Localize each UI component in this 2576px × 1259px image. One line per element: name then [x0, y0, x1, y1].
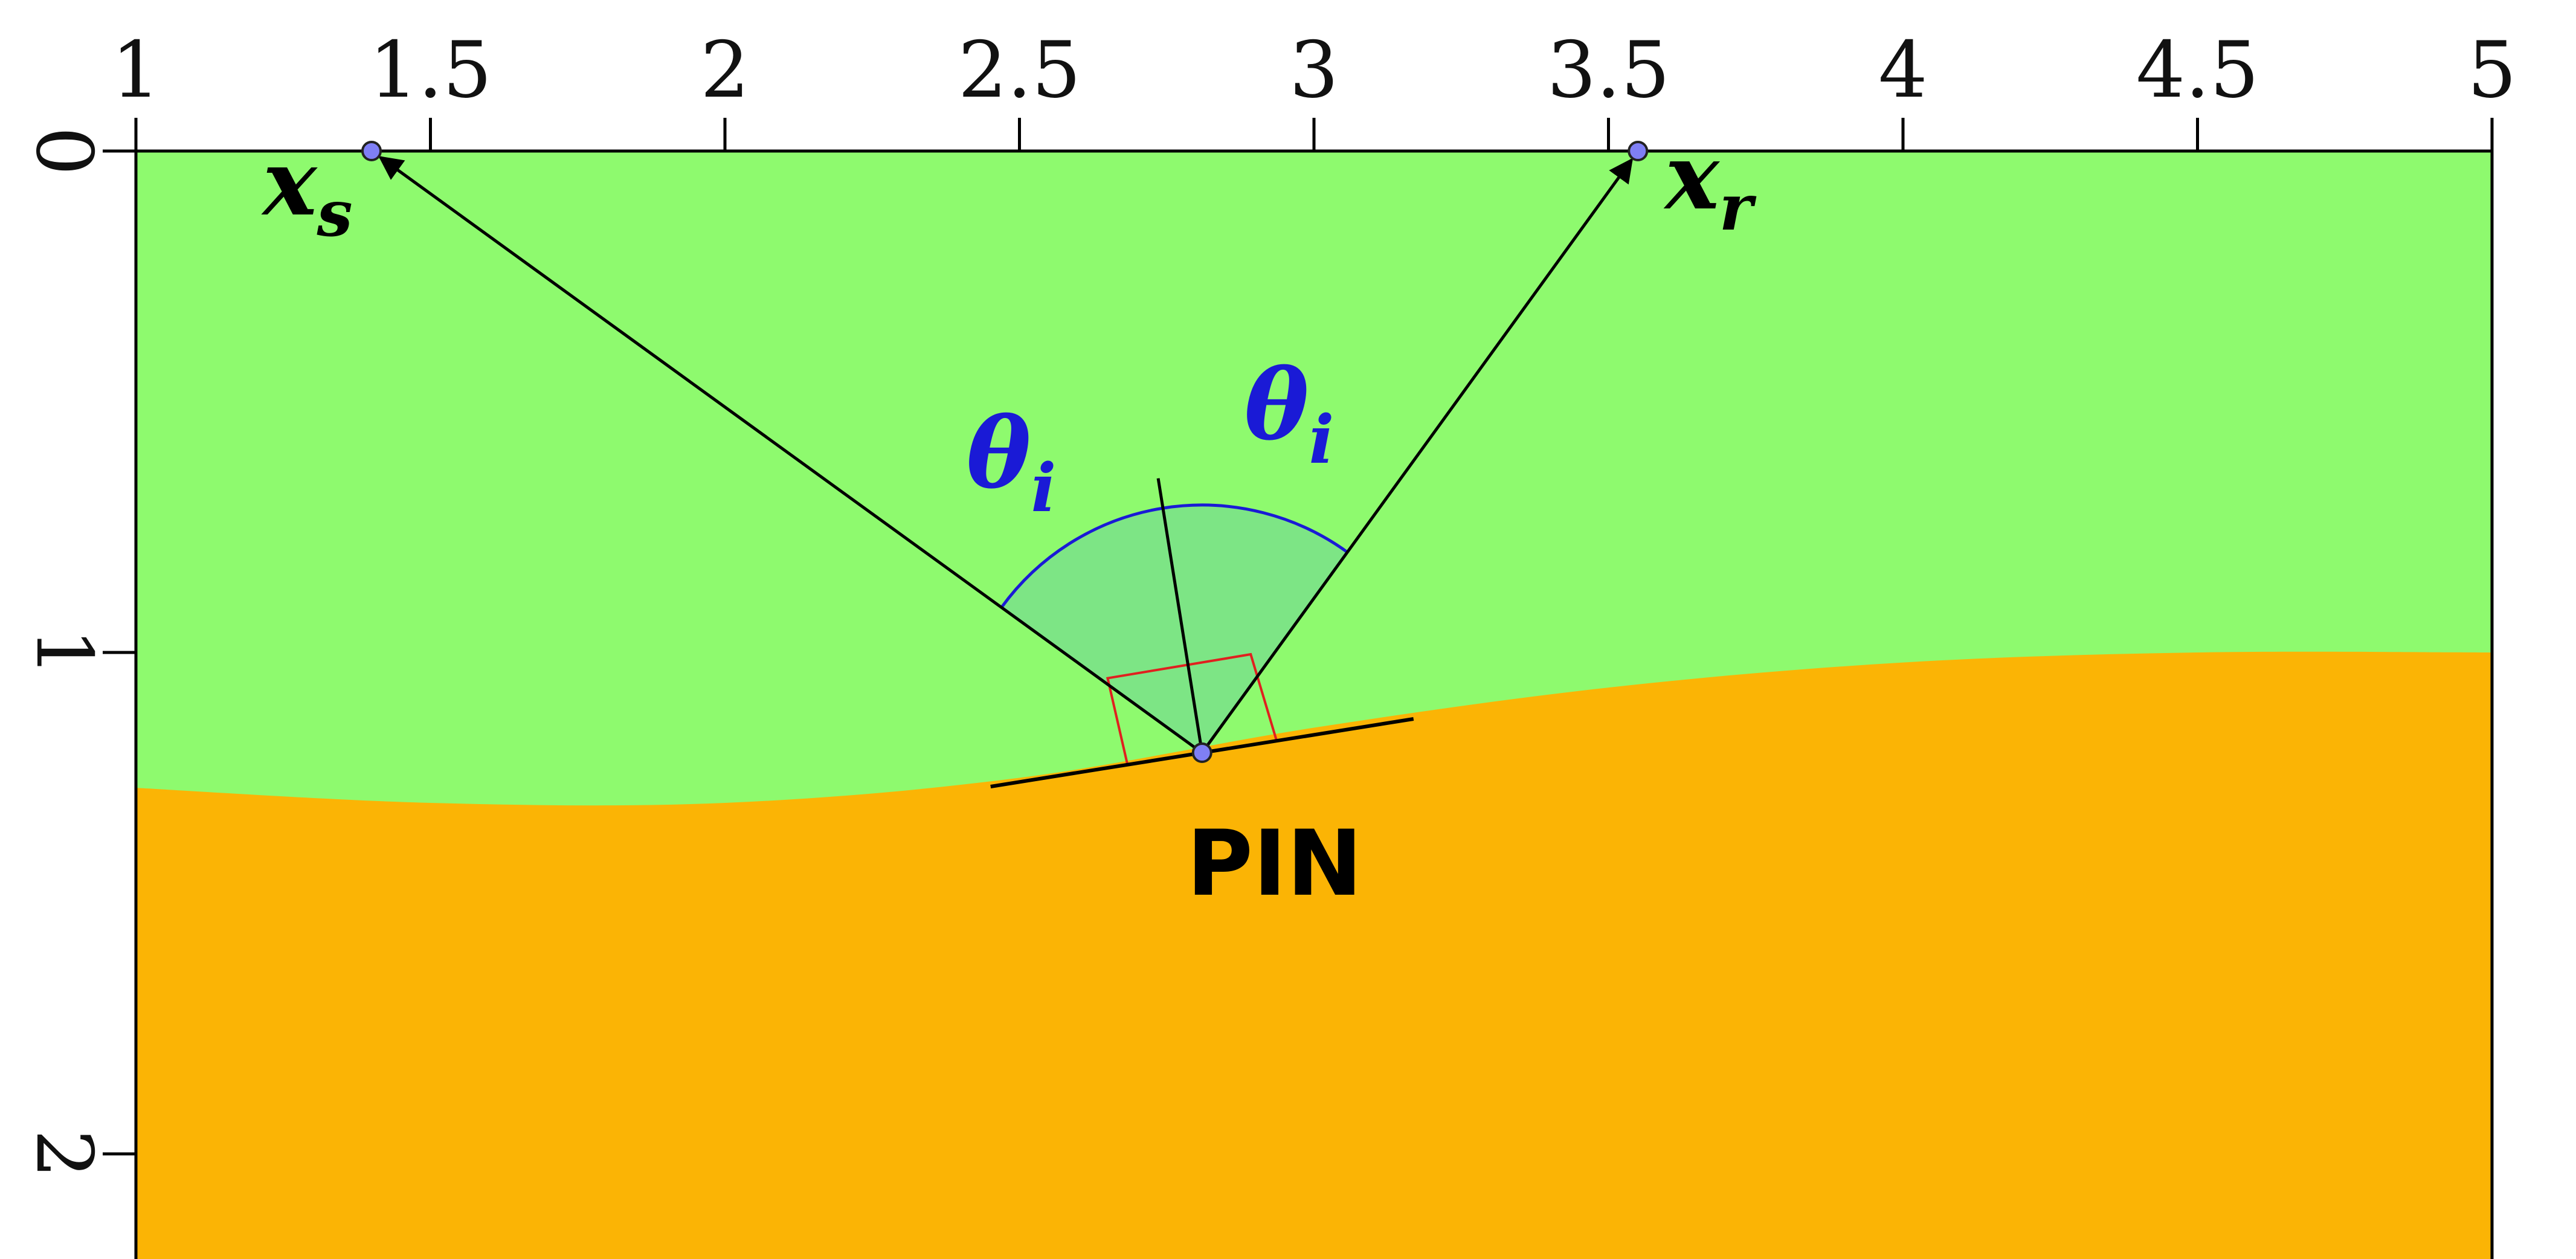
receiver-label: xr — [1663, 124, 1756, 245]
angle-wedge — [1001, 504, 1348, 753]
incidence-angle-label: θi — [967, 396, 1057, 527]
source-label: xs — [261, 130, 353, 251]
pin-point — [1191, 742, 1212, 763]
y-tick-label: 1 — [19, 628, 109, 677]
normal-line — [1156, 478, 1204, 753]
x-tick-label: 3 — [1289, 25, 1338, 115]
x-tick-label: 1 — [111, 25, 160, 115]
reflection-angle-label: θi — [1245, 348, 1335, 478]
y-tick-label: 0 — [19, 126, 109, 175]
pin-label: PIN — [1187, 811, 1362, 916]
y-axis-ticks: 0 1 2 — [19, 126, 136, 1179]
x-tick-label: 2 — [700, 25, 749, 115]
x-axis-ticks: 1 1.5 2 2.5 3 3.5 4 4.5 5 — [111, 25, 2517, 151]
x-tick-label: 5 — [2467, 25, 2516, 115]
receiver-point — [1628, 141, 1649, 161]
x-tick-label: 3.5 — [1547, 25, 1670, 115]
reflection-box — [1106, 652, 1278, 765]
y-tick-label: 2 — [19, 1129, 109, 1178]
source-point — [361, 141, 382, 161]
ray-to-receiver — [1200, 158, 1634, 754]
lower-layer — [136, 651, 2492, 1259]
x-tick-label: 4.5 — [2136, 25, 2259, 115]
x-tick-label: 4 — [1878, 25, 1927, 115]
x-tick-label: 1.5 — [369, 25, 492, 115]
x-tick-label: 2.5 — [958, 25, 1081, 115]
ray-to-source — [378, 156, 1203, 755]
